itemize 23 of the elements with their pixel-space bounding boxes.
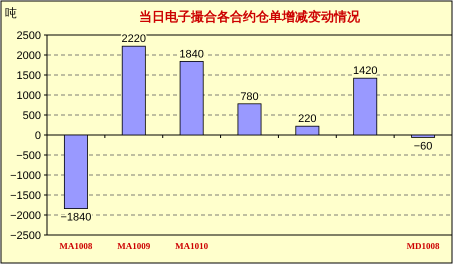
ylabel: 吨 (5, 6, 17, 20)
y-tick-label: −1500 (10, 190, 41, 202)
data-label: 780 (240, 90, 259, 103)
y-tick-label: −2000 (10, 210, 41, 222)
data-label: 1840 (179, 48, 204, 60)
y-tick-label: 2000 (16, 50, 41, 62)
title: 当日电子撮合各合约仓单增减变动情况 (139, 9, 360, 24)
y-tick-label: −1000 (10, 170, 41, 182)
y-tick-label: −500 (16, 150, 41, 162)
x-tick-label: MA1010 (175, 241, 209, 251)
y-tick-label: 0 (34, 130, 41, 142)
x-tick-label: MA1009 (117, 241, 151, 251)
y-tick-label: 2500 (16, 30, 41, 42)
y-tick-label: 1500 (16, 70, 41, 82)
data-label: 220 (298, 113, 317, 126)
x-tick-label: MD1008 (406, 241, 440, 251)
data-label: −1840 (60, 212, 92, 224)
y-tick-label: 500 (22, 110, 41, 122)
data-label: 1420 (352, 65, 378, 78)
x-tick-label: MA1008 (59, 241, 93, 251)
y-tick-label: −2500 (10, 230, 41, 242)
data-label: −60 (414, 140, 432, 152)
y-tick-label: 1000 (16, 90, 41, 102)
